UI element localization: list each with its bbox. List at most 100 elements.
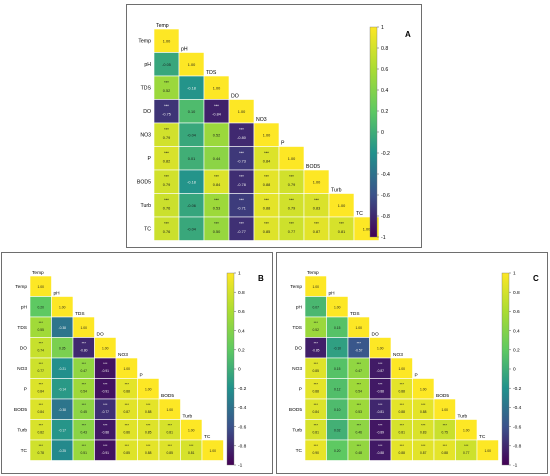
significance-marker: *** [164, 80, 169, 85]
colorbar-tick-label: -0.2 [513, 386, 522, 392]
cell-value-label: -0.80 [237, 136, 246, 140]
row-label: Temp [290, 284, 302, 290]
cell-value-label: -0.77 [101, 410, 109, 414]
cell-value-label: -0.81 [376, 410, 384, 414]
cell-value-label: 1.00 [420, 387, 427, 391]
significance-marker: *** [264, 221, 269, 226]
significance-marker: *** [314, 341, 319, 345]
cell-value-label: 0.53 [356, 410, 363, 414]
colorbar-tick-label: 0.8 [238, 290, 245, 296]
column-label: P [415, 373, 418, 379]
cell-value-label: 0.85 [145, 430, 152, 434]
colorbar-tick-label: -0.6 [238, 424, 247, 430]
significance-marker: *** [214, 221, 219, 226]
colorbar-tick-label: 0.8 [381, 46, 388, 52]
column-label: Turb [331, 188, 342, 194]
significance-marker: *** [214, 197, 219, 202]
cell-value-label: 0.15 [334, 326, 341, 330]
cell-value-label: 0.88 [420, 410, 427, 414]
row-label: P [299, 386, 302, 392]
column-label: TC [356, 211, 363, 217]
significance-marker: *** [464, 444, 469, 448]
significance-marker: *** [357, 444, 362, 448]
cell-value-label: -0.18 [187, 87, 196, 91]
colorbar-tick-label: -0.6 [513, 424, 522, 430]
correlation-panel-a: 1.00 -0.05 1.00 0.52 *** -0.18 1.00 -0.75 *** 0.1… [126, 4, 422, 248]
column-label: TDS [206, 70, 217, 76]
significance-marker: *** [400, 382, 405, 386]
cell-value-label: -0.91 [101, 451, 109, 455]
column-label: TDS [75, 311, 85, 317]
cell-value-label: 1.00 [399, 367, 406, 371]
column-label: Turb [183, 414, 193, 420]
column-label: DO [372, 332, 379, 338]
cell-value-label: -0.10 [333, 346, 341, 350]
row-label: pH [21, 304, 28, 310]
heatmap-cell [201, 439, 224, 461]
cell-value-label: 0.88 [399, 389, 406, 393]
significance-marker: *** [189, 444, 194, 448]
significance-marker: *** [214, 174, 219, 179]
cell-value-label: 0.54 [356, 389, 363, 393]
cell-value-label: 0.90 [313, 451, 320, 455]
significance-marker: *** [164, 221, 169, 226]
cell-value-label: 1.00 [463, 428, 470, 432]
significance-marker: *** [103, 403, 108, 407]
cell-value-label: 0.81 [167, 430, 174, 434]
significance-marker: *** [164, 174, 169, 179]
colorbar-tick-label: -0.4 [238, 405, 247, 411]
row-label: TC [144, 227, 151, 233]
row-label: BOD5 [289, 407, 302, 413]
significance-marker: *** [125, 403, 130, 407]
colorbar-tick-label: -0.4 [381, 172, 390, 178]
row-label: P [24, 386, 27, 392]
significance-marker: *** [39, 321, 44, 325]
significance-marker: *** [82, 403, 87, 407]
colorbar [501, 272, 510, 466]
significance-marker: *** [39, 423, 44, 427]
significance-marker: *** [82, 341, 87, 345]
cell-value-label: 0.02 [334, 428, 341, 432]
column-label: BOD5 [161, 393, 174, 399]
colorbar-tick-label: 0 [381, 130, 384, 136]
heatmap-svg-c: 1.00 0.07 1.00 0.52 *** 0.15 1.00 -0.85 *** -0.10… [289, 270, 539, 469]
cell-value-label: -0.06 [187, 204, 196, 208]
cell-value-label: 0.77 [38, 369, 45, 373]
significance-marker: *** [125, 423, 130, 427]
column-label: DO [97, 332, 104, 338]
cell-value-label: -0.71 [237, 206, 246, 210]
significance-marker: *** [39, 341, 44, 345]
colorbar-tick-label: 0.2 [513, 347, 520, 353]
significance-marker: *** [314, 403, 319, 407]
column-label: NO3 [118, 352, 128, 358]
cell-value-label: -0.25 [58, 449, 66, 453]
significance-marker: *** [378, 403, 383, 407]
cell-value-label: 0.79 [163, 136, 170, 140]
colorbar-tick-label: 0.2 [381, 109, 388, 115]
cell-value-label: -0.75 [162, 112, 171, 116]
cell-value-label: 0.45 [81, 410, 88, 414]
cell-value-label: 0.07 [313, 305, 320, 309]
significance-marker: *** [314, 444, 319, 448]
column-label: TDS [350, 311, 360, 317]
column-label: Turb [458, 414, 468, 420]
cell-value-label: 0.87 [124, 410, 131, 414]
cell-value-label: 0.82 [38, 430, 45, 434]
colorbar-tick-label: 0 [238, 367, 241, 373]
cell-value-label: 0.77 [288, 230, 295, 234]
cell-value-label: -0.04 [187, 228, 196, 232]
cell-value-label: 0.84 [213, 183, 220, 187]
cell-value-label: 0.84 [38, 389, 45, 393]
correlation-panel-c: 1.00 0.07 1.00 0.52 *** 0.15 1.00 -0.85 *** -0.10… [276, 252, 548, 474]
cell-value-label: 0.85 [124, 451, 131, 455]
cell-value-label: 1.00 [81, 326, 88, 330]
row-label: Turb [17, 427, 27, 433]
colorbar-tick-label: 0.6 [381, 67, 388, 73]
significance-marker: *** [421, 444, 426, 448]
significance-marker: *** [125, 382, 130, 386]
significance-marker: *** [443, 423, 448, 427]
cell-value-label: 0.88 [399, 410, 406, 414]
row-label: Turb [292, 427, 302, 433]
significance-marker: *** [264, 197, 269, 202]
cell-value-label: 0.83 [313, 206, 320, 210]
